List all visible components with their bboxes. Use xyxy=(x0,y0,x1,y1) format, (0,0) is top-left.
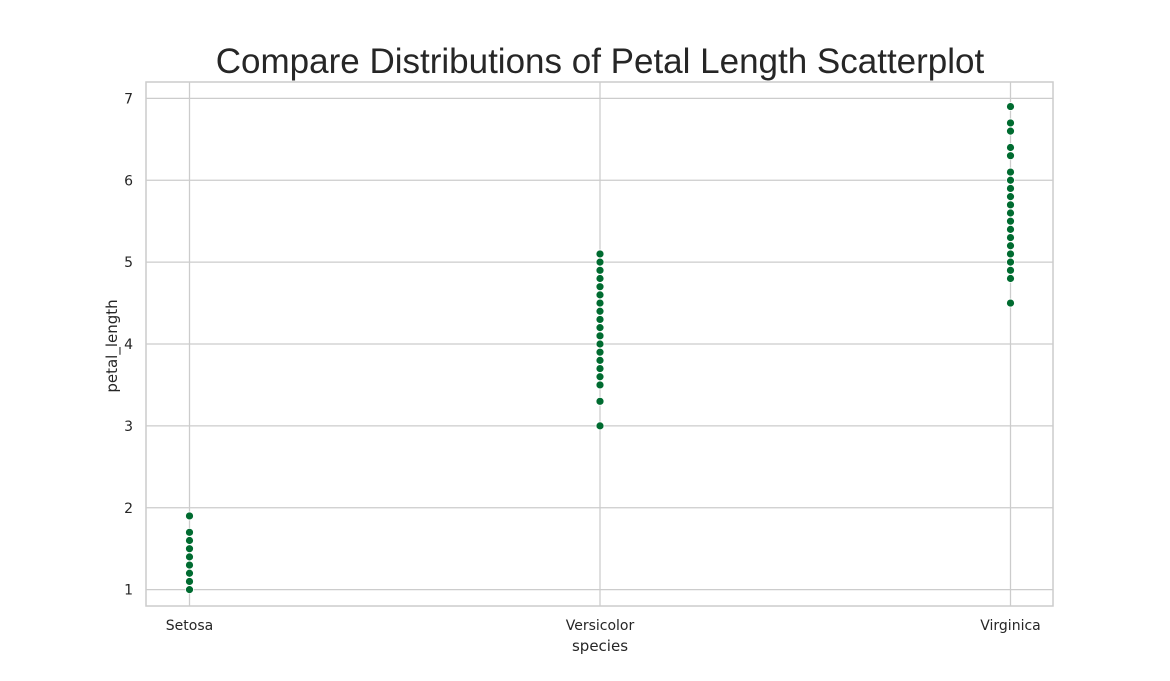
data-point xyxy=(595,380,605,390)
data-point xyxy=(185,568,194,578)
data-point xyxy=(595,249,605,259)
x-tick-labels: Setosa Versicolor Virginica xyxy=(166,618,1041,634)
y-tick-label: 6 xyxy=(124,173,133,189)
data-point xyxy=(1006,274,1015,283)
y-tick-label: 3 xyxy=(124,419,133,435)
data-point xyxy=(185,527,194,537)
data-point xyxy=(185,552,194,562)
data-point xyxy=(1006,298,1015,308)
data-point xyxy=(595,372,605,382)
data-point xyxy=(1006,184,1015,193)
data-point xyxy=(595,323,605,333)
x-tick-label: Versicolor xyxy=(566,618,635,634)
data-point xyxy=(185,585,194,595)
data-point xyxy=(185,511,194,521)
data-point xyxy=(595,396,605,406)
data-point xyxy=(595,282,605,292)
data-point xyxy=(1006,126,1015,136)
data-point xyxy=(1006,249,1015,259)
data-point xyxy=(1006,118,1015,128)
data-point xyxy=(1006,216,1015,226)
data-point xyxy=(595,306,605,316)
data-point xyxy=(595,339,605,349)
data-point xyxy=(595,315,605,324)
data-point xyxy=(595,265,605,275)
x-axis-label: species xyxy=(572,637,628,655)
data-point xyxy=(1006,151,1015,161)
data-point xyxy=(1006,233,1015,242)
data-point xyxy=(1006,175,1015,185)
chart-title: Compare Distributions of Petal Length Sc… xyxy=(216,42,985,81)
data-point xyxy=(1006,208,1015,218)
data-point xyxy=(1006,167,1015,177)
x-tick-label: Setosa xyxy=(166,618,213,634)
y-tick-label: 7 xyxy=(124,91,133,107)
y-tick-label: 1 xyxy=(124,583,133,599)
data-point xyxy=(185,544,194,554)
data-point xyxy=(1006,241,1015,251)
data-point xyxy=(595,331,605,341)
data-point xyxy=(595,298,605,308)
data-point xyxy=(595,290,605,300)
y-tick-label: 4 xyxy=(124,337,133,353)
data-point xyxy=(595,421,605,431)
data-points xyxy=(185,102,1015,595)
y-axis-label: petal_length xyxy=(103,299,122,392)
data-point xyxy=(595,355,605,365)
data-point xyxy=(1006,192,1015,202)
data-point xyxy=(185,577,194,586)
data-point xyxy=(595,257,605,267)
x-tick-label: Virginica xyxy=(980,618,1040,634)
y-tick-labels: 1 2 3 4 5 6 7 xyxy=(124,91,133,598)
y-tick-label: 2 xyxy=(124,501,133,517)
data-point xyxy=(185,560,194,570)
data-point xyxy=(1006,265,1015,275)
data-point xyxy=(595,347,605,357)
data-point xyxy=(595,274,605,283)
data-point xyxy=(185,536,194,545)
data-point xyxy=(595,364,605,373)
data-point xyxy=(1006,200,1015,210)
plot-frame xyxy=(145,81,1054,607)
data-point xyxy=(1006,143,1015,152)
y-tick-label: 5 xyxy=(124,255,133,271)
data-point xyxy=(1006,102,1015,111)
data-point xyxy=(1006,224,1015,234)
data-point xyxy=(1006,257,1015,267)
